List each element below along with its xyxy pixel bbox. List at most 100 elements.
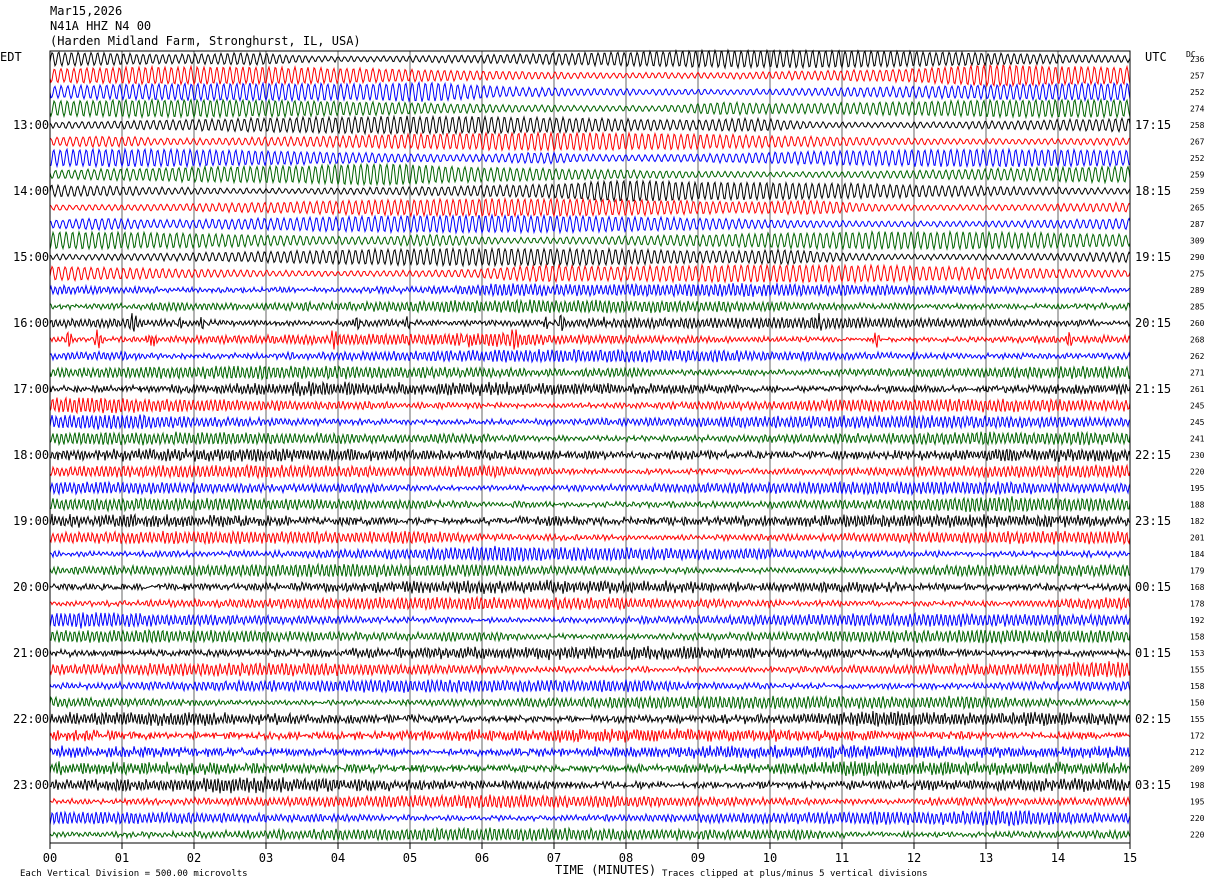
dc-offset-label: 220	[1190, 814, 1205, 823]
edt-hour-label: 16:00	[13, 316, 49, 330]
trace-row-8	[49, 162, 1131, 187]
trace-row-47	[49, 810, 1131, 827]
dc-offset-label: 168	[1190, 583, 1205, 592]
utc-hour-label: 17:15	[1135, 118, 1171, 132]
edt-hour-label: 14:00	[13, 184, 49, 198]
dc-offset-label: 236	[1190, 55, 1205, 64]
trace-row-4	[49, 97, 1131, 120]
utc-hour-label: 21:15	[1135, 382, 1171, 396]
x-tick-label: 14	[1051, 851, 1065, 865]
dc-offset-label: 179	[1190, 567, 1205, 576]
edt-hour-label: 15:00	[13, 250, 49, 264]
dc-offset-label: 195	[1190, 484, 1205, 493]
dc-offset-label: 309	[1190, 237, 1205, 246]
trace-row-16	[49, 298, 1131, 315]
trace-row-48	[49, 826, 1131, 842]
trace-row-29	[49, 513, 1131, 529]
trace-row-11	[49, 213, 1131, 235]
x-tick-label: 04	[331, 851, 345, 865]
edt-hour-label: 19:00	[13, 514, 49, 528]
x-tick-label: 03	[259, 851, 273, 865]
trace-row-15	[49, 282, 1131, 299]
dc-offset-label: 212	[1190, 748, 1205, 757]
header-date: Mar15,2026	[50, 4, 122, 18]
dc-offset-label: 252	[1190, 88, 1205, 97]
x-tick-label: 02	[187, 851, 201, 865]
dc-offset-label: 261	[1190, 385, 1205, 394]
trace-row-10	[49, 196, 1131, 218]
trace-row-34	[49, 595, 1131, 612]
utc-hour-label: 01:15	[1135, 646, 1171, 660]
scale-note: Each Vertical Division = 500.00 microvol…	[20, 869, 248, 879]
edt-hour-label: 23:00	[13, 778, 49, 792]
dc-offset-label: 209	[1190, 765, 1205, 774]
dc-header: DC	[1186, 50, 1196, 59]
dc-offset-label: 259	[1190, 171, 1205, 180]
dc-offset-label: 289	[1190, 286, 1205, 295]
dc-offset-label: 259	[1190, 187, 1205, 196]
trace-row-19	[49, 348, 1131, 364]
trace-row-44	[49, 760, 1131, 777]
trace-row-20	[49, 364, 1131, 381]
x-tick-label: 00	[43, 851, 57, 865]
dc-offset-label: 153	[1190, 649, 1205, 658]
dc-offset-label: 287	[1190, 220, 1205, 229]
x-tick-label: 09	[691, 851, 705, 865]
utc-hour-label: 22:15	[1135, 448, 1171, 462]
header-station: N41A HHZ N4 00	[50, 19, 151, 33]
trace-row-42	[49, 728, 1131, 744]
utc-hour-label: 03:15	[1135, 778, 1171, 792]
plot-frame	[49, 50, 1131, 844]
edt-hour-label: 13:00	[13, 118, 49, 132]
trace-row-12	[49, 229, 1131, 251]
dc-offset-label: 182	[1190, 517, 1205, 526]
trace-row-35	[49, 611, 1131, 629]
edt-hour-label: 17:00	[13, 382, 49, 396]
x-axis-label: TIME (MINUTES)	[555, 863, 656, 877]
trace-row-27	[49, 480, 1131, 497]
dc-offset-label: 275	[1190, 270, 1205, 279]
clip-note: Traces clipped at plus/minus 5 vertical …	[662, 869, 928, 879]
utc-hour-label: 00:15	[1135, 580, 1171, 594]
trace-row-9	[49, 179, 1131, 203]
dc-offset-label: 155	[1190, 715, 1205, 724]
dc-offset-label: 184	[1190, 550, 1205, 559]
dc-offset-label: 290	[1190, 253, 1205, 262]
x-axis: 00 01 02 03 04 05 06 07 08 09 10 11 12 13 14 15	[43, 843, 1137, 865]
edt-hour-label: 20:00	[13, 580, 49, 594]
x-tick-label: 10	[763, 851, 777, 865]
dc-offset-label: 257	[1190, 72, 1205, 81]
dc-offset-label: 268	[1190, 336, 1205, 345]
trace-row-28	[49, 496, 1131, 513]
dc-offset-label: 158	[1190, 633, 1205, 642]
x-tick-label: 15	[1123, 851, 1137, 865]
trace-row-23	[49, 414, 1131, 430]
x-tick-label: 11	[835, 851, 849, 865]
dc-offset-label: 262	[1190, 352, 1205, 361]
dc-offset-label: 265	[1190, 204, 1205, 213]
right-zone-label: UTC	[1145, 50, 1167, 64]
x-tick-label: 06	[475, 851, 489, 865]
dc-offset-label: 267	[1190, 138, 1205, 147]
x-tick-label: 12	[907, 851, 921, 865]
dc-offset-label: 274	[1190, 105, 1205, 114]
trace-row-37	[49, 645, 1131, 661]
dc-offset-label: 178	[1190, 600, 1205, 609]
trace-row-36	[49, 628, 1131, 645]
x-tick-label: 05	[403, 851, 417, 865]
utc-hour-label: 02:15	[1135, 712, 1171, 726]
trace-row-38	[49, 661, 1131, 679]
header-location: (Harden Midland Farm, Stronghurst, IL, U…	[50, 34, 361, 48]
trace-row-6	[49, 130, 1131, 152]
trace-row-45	[50, 776, 1131, 794]
dc-offset-label: 195	[1190, 798, 1205, 807]
dc-offset-label: 271	[1190, 369, 1205, 378]
trace-row-21	[49, 380, 1131, 397]
trace-row-14	[49, 263, 1131, 285]
trace-row-40	[49, 694, 1131, 711]
dc-offset-label: 158	[1190, 682, 1205, 691]
dc-offset-label: 230	[1190, 451, 1205, 460]
x-tick-label: 01	[115, 851, 129, 865]
utc-hour-label: 19:15	[1135, 250, 1171, 264]
